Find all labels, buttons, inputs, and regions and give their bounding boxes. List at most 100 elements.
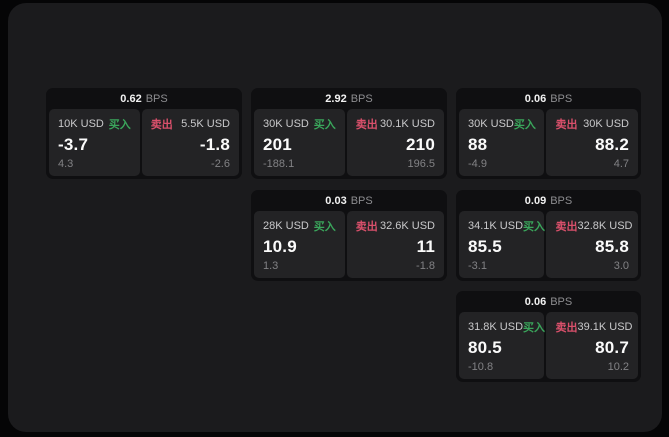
buy-side-label: 买入 (313, 119, 336, 131)
buy-side-label: 买入 (523, 322, 546, 334)
quote-body: 30K USD 买入 201 -188.1 卖出 30.1K USD 210 1… (251, 109, 447, 179)
sell-quote-tile[interactable]: 卖出 32.8K USD 85.8 3.0 (546, 211, 638, 278)
buy-price: 88 (468, 135, 488, 155)
buy-quote-tile[interactable]: 30K USD 买入 88 -4.9 (459, 109, 545, 176)
buy-side-label: 买入 (523, 221, 546, 233)
pricing-card-4: 0.03 BPS 28K USD 买入 10.9 1.3 卖出 32.6K US… (251, 190, 447, 281)
bps-header: 0.06 BPS (456, 291, 641, 312)
buy-side-label: 买入 (108, 119, 131, 131)
buy-tile-header: 34.1K USD 买入 (468, 218, 545, 234)
quote-body: 10K USD 买入 -3.7 4.3 卖出 5.5K USD -1.8 -2.… (46, 109, 242, 179)
bps-header: 0.09 BPS (456, 190, 641, 211)
bps-unit: BPS (350, 194, 373, 207)
sell-side-label: 卖出 (355, 221, 378, 233)
bps-value: 0.06 (524, 295, 547, 308)
sell-notional: 30.1K USD (379, 118, 435, 130)
buy-tile-header: 10K USD 买入 (58, 116, 131, 132)
pricing-card-1: 0.62 BPS 10K USD 买入 -3.7 4.3 卖出 5.5K USD… (46, 88, 242, 179)
sell-tile-header: 卖出 32.6K USD (356, 218, 435, 234)
sell-tile-header: 卖出 39.1K USD (555, 319, 633, 335)
sell-price: 210 (406, 135, 435, 155)
buy-sub-value: -188.1 (263, 157, 295, 170)
sell-sub-value: -2.6 (211, 157, 230, 170)
buy-sub-value: -4.9 (468, 157, 487, 170)
sell-price: 85.8 (595, 237, 629, 257)
buy-side-label: 买入 (313, 221, 336, 233)
buy-notional: 28K USD (263, 220, 309, 232)
bps-unit: BPS (550, 295, 573, 308)
buy-price: 85.5 (468, 237, 502, 257)
bps-header: 0.03 BPS (251, 190, 447, 211)
pricing-card-5: 0.09 BPS 34.1K USD 买入 85.5 -3.1 卖出 32.8K… (456, 190, 641, 281)
buy-price: -3.7 (58, 135, 89, 155)
sell-sub-value: 4.7 (613, 157, 629, 170)
buy-sub-value: -10.8 (468, 360, 494, 373)
buy-quote-tile[interactable]: 30K USD 买入 201 -188.1 (254, 109, 345, 176)
sell-price: 88.2 (595, 135, 629, 155)
buy-sub-value: 4.3 (58, 157, 74, 170)
bps-value: 0.09 (524, 194, 547, 207)
buy-tile-header: 28K USD 买入 (263, 218, 336, 234)
sell-tile-header: 卖出 30.1K USD (356, 116, 435, 132)
buy-notional: 30K USD (263, 118, 309, 130)
bps-header: 0.62 BPS (46, 88, 242, 109)
buy-tile-header: 30K USD 买入 (263, 116, 336, 132)
bps-header: 2.92 BPS (251, 88, 447, 109)
sell-sub-value: -1.8 (416, 259, 435, 272)
pricing-card-6: 0.06 BPS 31.8K USD 买入 80.5 -10.8 卖出 39.1… (456, 291, 641, 382)
bps-value: 0.06 (524, 92, 547, 105)
sell-tile-header: 卖出 32.8K USD (555, 218, 633, 234)
sell-notional: 32.8K USD (577, 220, 633, 232)
sell-quote-tile[interactable]: 卖出 32.6K USD 11 -1.8 (346, 211, 444, 278)
bps-header: 0.06 BPS (456, 88, 641, 109)
sell-notional: 30K USD (583, 118, 629, 130)
quote-body: 30K USD 买入 88 -4.9 卖出 30K USD 88.2 4.7 (456, 109, 641, 179)
sell-price: 11 (416, 237, 435, 257)
sell-quote-tile[interactable]: 卖出 30K USD 88.2 4.7 (546, 109, 638, 176)
sell-side-label: 卖出 (355, 119, 378, 131)
sell-quote-tile[interactable]: 卖出 30.1K USD 210 196.5 (346, 109, 444, 176)
pricing-card-3: 0.06 BPS 30K USD 买入 88 -4.9 卖出 30K USD 8… (456, 88, 641, 179)
buy-quote-tile[interactable]: 34.1K USD 买入 85.5 -3.1 (459, 211, 545, 278)
bps-value: 0.62 (120, 92, 142, 105)
sell-sub-value: 3.0 (613, 259, 629, 272)
buy-price: 80.5 (468, 338, 502, 358)
sell-notional: 5.5K USD (181, 118, 230, 130)
sell-side-label: 卖出 (555, 221, 578, 233)
buy-side-label: 买入 (513, 119, 536, 131)
buy-sub-value: 1.3 (263, 259, 279, 272)
sell-side-label: 卖出 (150, 119, 173, 131)
buy-quote-tile[interactable]: 31.8K USD 买入 80.5 -10.8 (459, 312, 546, 379)
bps-unit: BPS (145, 92, 168, 105)
sell-sub-value: 196.5 (407, 157, 435, 170)
sell-sub-value: 10.2 (607, 360, 629, 373)
buy-quote-tile[interactable]: 10K USD 买入 -3.7 4.3 (49, 109, 140, 176)
sell-side-label: 卖出 (555, 322, 578, 334)
bps-unit: BPS (550, 194, 573, 207)
bps-value: 0.03 (325, 194, 347, 207)
sell-notional: 32.6K USD (379, 220, 435, 232)
buy-quote-tile[interactable]: 28K USD 买入 10.9 1.3 (254, 211, 345, 278)
sell-tile-header: 卖出 30K USD (555, 116, 629, 132)
sell-notional: 39.1K USD (577, 321, 633, 333)
buy-price: 10.9 (263, 237, 297, 257)
sell-tile-header: 卖出 5.5K USD (151, 116, 230, 132)
sell-price: 80.7 (595, 338, 629, 358)
buy-sub-value: -3.1 (468, 259, 487, 272)
buy-tile-header: 30K USD 买入 (468, 116, 536, 132)
quote-body: 28K USD 买入 10.9 1.3 卖出 32.6K USD 11 -1.8 (251, 211, 447, 281)
sell-quote-tile[interactable]: 卖出 5.5K USD -1.8 -2.6 (141, 109, 239, 176)
sell-side-label: 卖出 (555, 119, 578, 131)
buy-notional: 10K USD (58, 118, 104, 130)
quote-body: 31.8K USD 买入 80.5 -10.8 卖出 39.1K USD 80.… (456, 312, 641, 382)
bps-unit: BPS (350, 92, 373, 105)
buy-notional: 34.1K USD (468, 220, 524, 232)
sell-quote-tile[interactable]: 卖出 39.1K USD 80.7 10.2 (546, 312, 638, 379)
buy-price: 201 (263, 135, 292, 155)
sell-price: -1.8 (199, 135, 230, 155)
bps-value: 2.92 (325, 92, 347, 105)
quote-body: 34.1K USD 买入 85.5 -3.1 卖出 32.8K USD 85.8… (456, 211, 641, 281)
buy-notional: 31.8K USD (468, 321, 524, 333)
bps-unit: BPS (550, 92, 573, 105)
buy-notional: 30K USD (468, 118, 514, 130)
